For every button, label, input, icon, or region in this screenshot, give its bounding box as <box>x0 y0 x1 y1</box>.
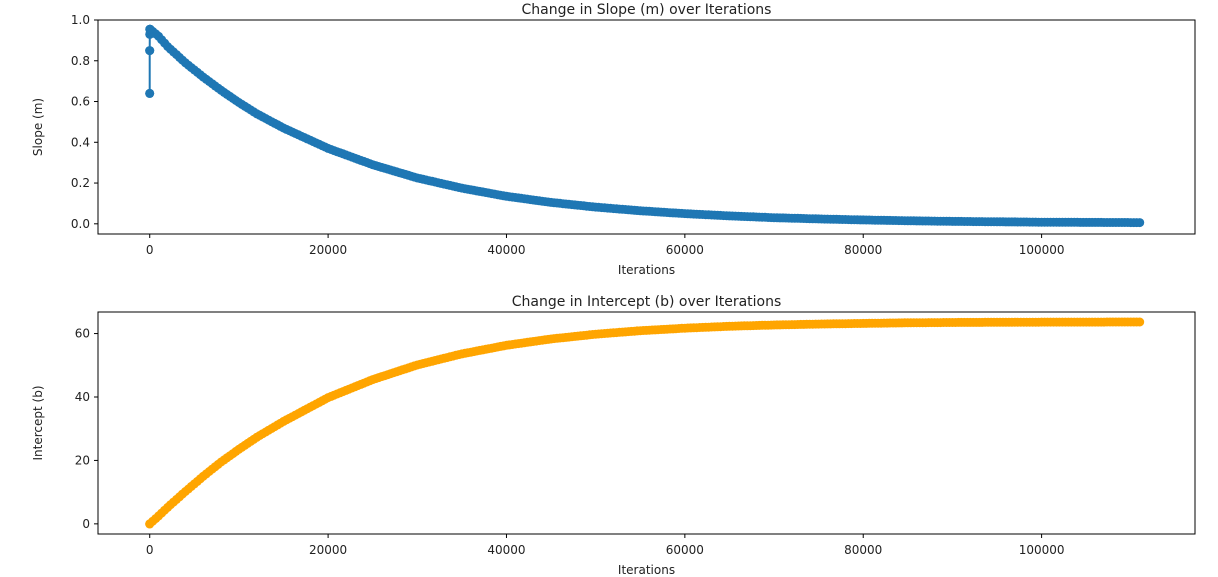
intercept-data-point <box>145 519 155 529</box>
slope-y-tick-label: 0.4 <box>71 135 90 149</box>
slope-chart-ticks: 0 20000 40000 60000 80000 100000 0.0 0.2 0.4 0.6 0… <box>71 13 1065 257</box>
slope-x-tick-label: 40000 <box>487 243 525 257</box>
slope-chart-series <box>145 24 1145 228</box>
slope-y-tick-label: 0.8 <box>71 54 90 68</box>
slope-y-tick-label: 0.6 <box>71 95 90 109</box>
slope-x-tick-label: 60000 <box>666 243 704 257</box>
intercept-chart-frame <box>97 311 1196 535</box>
slope-chart-title: Change in Slope (m) over Iterations <box>522 2 772 18</box>
slope-y-tick-label: 0.0 <box>71 217 90 231</box>
slope-x-tick-label: 80000 <box>844 243 882 257</box>
slope-x-tick-label: 20000 <box>309 243 347 257</box>
slope-data-point <box>145 88 155 98</box>
slope-data-point <box>145 46 155 56</box>
intercept-y-tick-label: 0 <box>82 517 90 531</box>
intercept-chart-ticks: 0 20000 40000 60000 80000 100000 0 20 40 60 <box>75 327 1065 557</box>
intercept-chart-series <box>145 317 1145 529</box>
intercept-x-tick-label: 40000 <box>487 543 525 557</box>
intercept-x-tick-label: 100000 <box>1019 543 1065 557</box>
slope-data-point <box>145 24 155 34</box>
intercept-series-line <box>149 321 1140 525</box>
intercept-chart-title: Change in Intercept (b) over Iterations <box>512 294 782 310</box>
slope-chart-x-axis-label: Iterations <box>618 263 675 277</box>
slope-data-point <box>1135 218 1145 228</box>
intercept-chart-panel: Change in Intercept (b) over Iterations … <box>31 294 1196 577</box>
intercept-y-tick-label: 40 <box>75 390 90 404</box>
intercept-data-point <box>1135 317 1145 327</box>
slope-chart-frame <box>97 19 1196 235</box>
slope-x-tick-label: 100000 <box>1019 243 1065 257</box>
intercept-chart-x-axis-label: Iterations <box>618 563 675 577</box>
intercept-y-tick-label: 60 <box>75 327 90 341</box>
intercept-x-tick-label: 80000 <box>844 543 882 557</box>
intercept-y-tick-label: 20 <box>75 453 90 467</box>
intercept-x-tick-label: 60000 <box>666 543 704 557</box>
intercept-x-tick-label: 0 <box>146 543 154 557</box>
slope-series-line <box>148 28 1140 224</box>
slope-chart-y-axis-label: Slope (m) <box>31 98 45 156</box>
slope-chart-panel: Change in Slope (m) over Iterations Iter… <box>31 2 1196 277</box>
slope-y-tick-label: 0.2 <box>71 176 90 190</box>
intercept-x-tick-label: 20000 <box>309 543 347 557</box>
slope-x-tick-label: 0 <box>146 243 154 257</box>
intercept-chart-y-axis-label: Intercept (b) <box>31 386 45 461</box>
slope-y-tick-label: 1.0 <box>71 13 90 27</box>
